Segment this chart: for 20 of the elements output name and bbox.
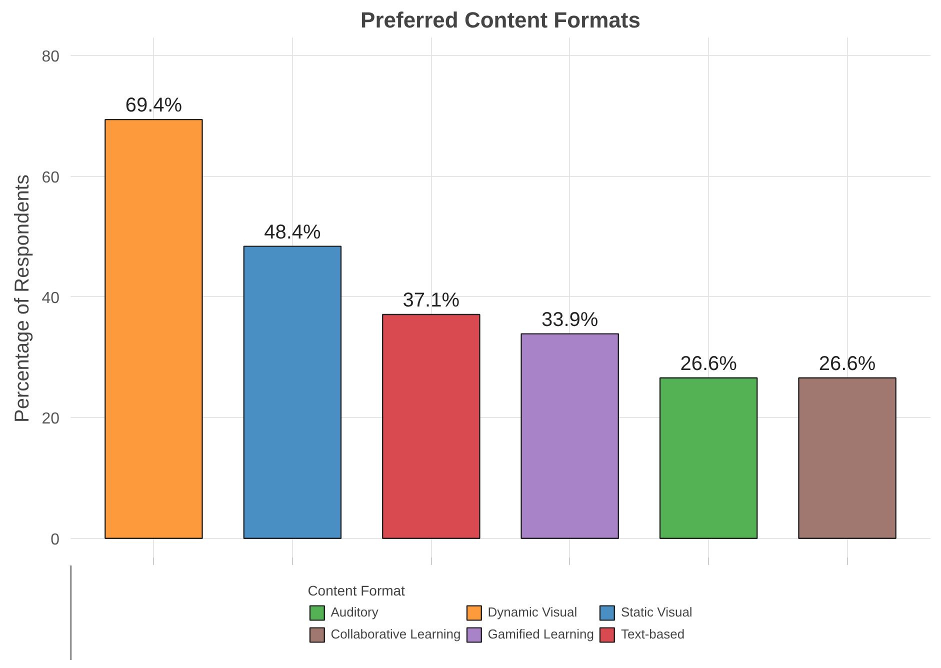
legend-label: Text-based xyxy=(621,626,685,643)
y-tick-label: 40 xyxy=(42,290,60,307)
legend-label: Auditory xyxy=(330,604,378,621)
legend-label: Gamified Learning xyxy=(488,626,594,643)
y-tick-label: 80 xyxy=(42,48,60,66)
legend-label: Static Visual xyxy=(621,604,692,621)
legend-label: Dynamic Visual xyxy=(488,604,578,621)
data-label: 48.4% xyxy=(264,221,322,244)
y-tick-label: 60 xyxy=(42,169,60,186)
data-label: 26.6% xyxy=(680,352,738,375)
data-label: 69.4% xyxy=(125,94,182,117)
y-tick-label: 20 xyxy=(42,410,60,428)
legend-title: Content Format xyxy=(308,582,406,598)
y-axis-title: Percentage of Respondents xyxy=(12,174,34,422)
data-label: 37.1% xyxy=(402,289,460,312)
chart-title: Preferred Content Formats xyxy=(360,8,640,32)
legend-label: Collaborative Learning xyxy=(330,626,461,643)
y-tick-label: 0 xyxy=(50,531,60,548)
data-label: 26.6% xyxy=(818,352,876,375)
data-label: 33.9% xyxy=(542,308,598,331)
